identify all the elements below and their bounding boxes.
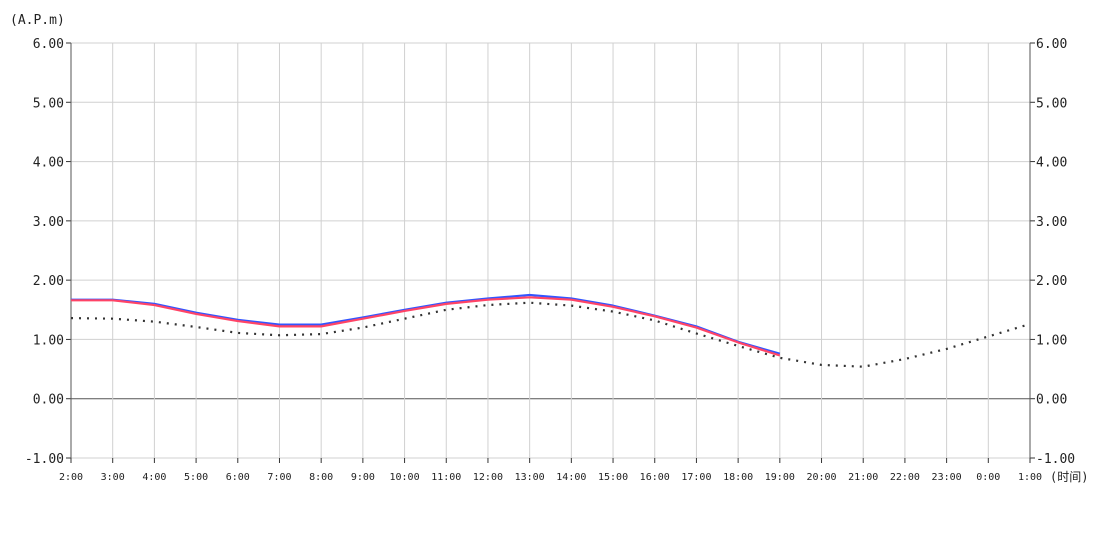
x-axis-label: (时间) [1050,470,1088,484]
x-tick-label: 16:00 [640,472,670,483]
x-tick-label: 15:00 [598,472,628,483]
y-tick-label-right: -1.00 [1036,452,1075,467]
axes: 6.00 6.00 5.00 5.00 4.00 4.00 3.00 3.00 2.00 2.00… [25,37,1075,483]
x-tick-label: 11:00 [431,472,461,483]
x-tick-label: 12:00 [473,472,503,483]
x-tick-label: 6:00 [226,472,250,483]
series-line-1 [71,296,781,357]
grid [70,42,1031,459]
x-tick-label: 21:00 [848,472,878,483]
x-tick-label: 22:00 [890,472,920,483]
y-tick-label: 4.00 [33,156,64,171]
x-tick-label: 9:00 [351,472,375,483]
x-tick-label: 23:00 [932,472,962,483]
y-tick-label: 2.00 [33,274,64,289]
y-tick-label: 0.00 [33,393,64,408]
series-group [70,293,1031,368]
y-tick-label-right: 0.00 [1036,393,1067,408]
y-tick-label-right: 2.00 [1036,274,1067,289]
y-tick-label-right: 5.00 [1036,96,1067,111]
x-tick-label: 7:00 [267,472,291,483]
x-tick-label: 20:00 [806,472,836,483]
y-axis-label: (A.P.m) [10,13,65,28]
x-tick-label: 8:00 [309,472,333,483]
y-tick-label-right: 4.00 [1036,156,1067,171]
series-line-0 [71,293,781,355]
x-tick-label: 1:00 [1018,472,1042,483]
y-tick-label-right: 3.00 [1036,215,1067,230]
y-tick-label-right: 6.00 [1036,37,1067,52]
x-tick-label: 0:00 [976,472,1000,483]
x-tick-label: 4:00 [142,472,166,483]
y-tick-label: 6.00 [33,37,64,52]
x-tick-label: 2:00 [59,472,83,483]
x-tick-label: 3:00 [101,472,125,483]
x-tick-label: 19:00 [765,472,795,483]
y-tick-label: 3.00 [33,215,64,230]
x-tick-label: 17:00 [681,472,711,483]
y-tick-label-right: 1.00 [1036,333,1067,348]
x-tick-label: 18:00 [723,472,753,483]
x-tick-label: 14:00 [556,472,586,483]
y-tick-label: -1.00 [25,452,64,467]
x-tick-label: 13:00 [515,472,545,483]
x-tick-label: 5:00 [184,472,208,483]
y-tick-label: 1.00 [33,333,64,348]
series-line-2 [70,301,1031,368]
y-tick-label: 5.00 [33,96,64,111]
x-tick-label: 10:00 [390,472,420,483]
